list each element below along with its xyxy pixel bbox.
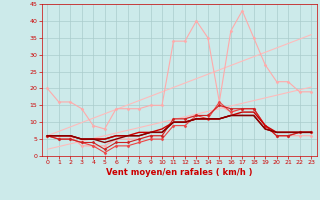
X-axis label: Vent moyen/en rafales ( km/h ): Vent moyen/en rafales ( km/h ) xyxy=(106,168,252,177)
